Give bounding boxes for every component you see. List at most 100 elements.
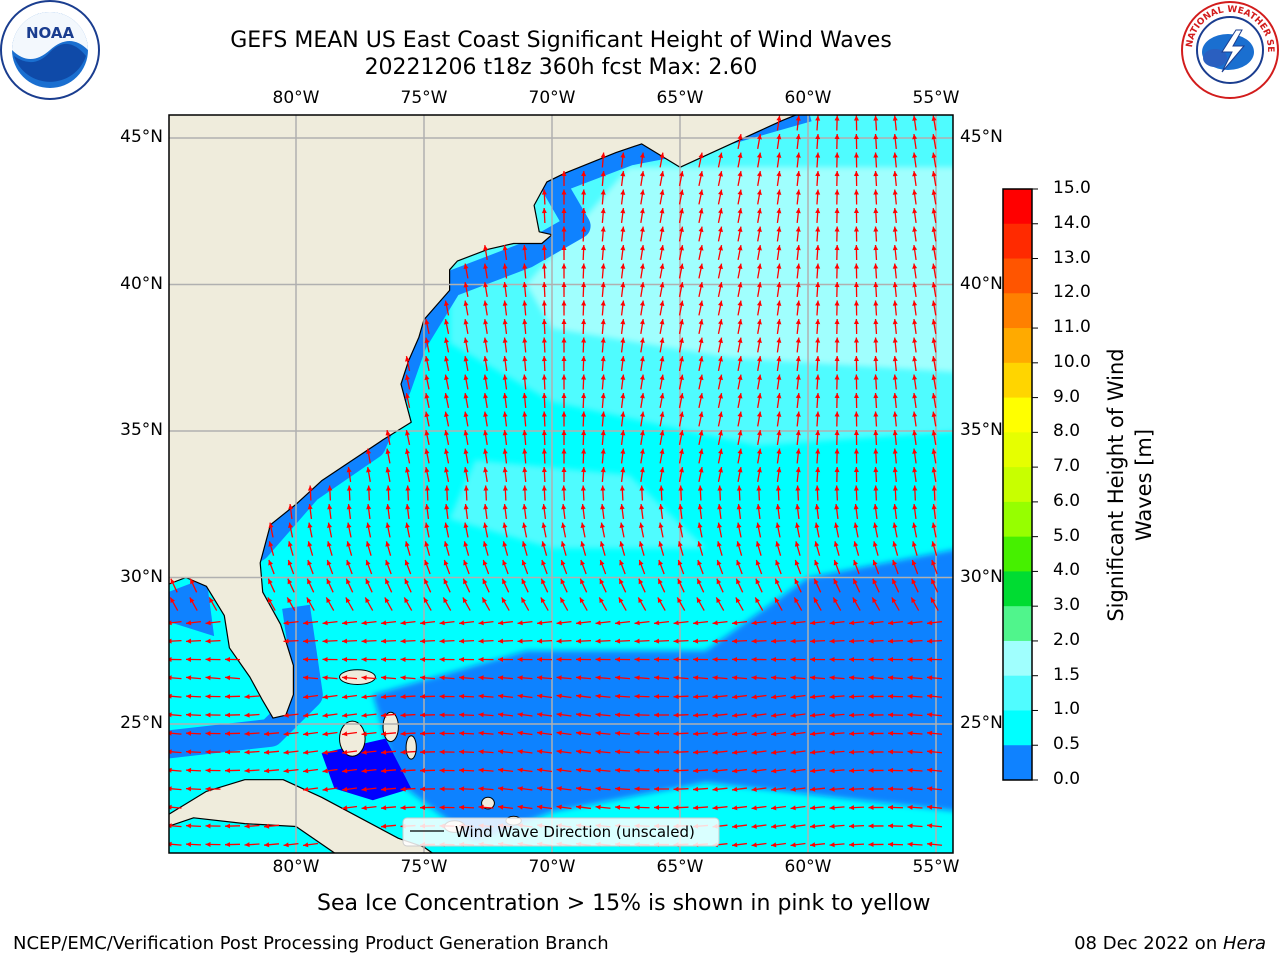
wave-arrow-head	[736, 541, 742, 547]
wave-arrow-head	[405, 504, 411, 510]
wave-arrow-head	[815, 226, 821, 232]
wave-arrow-head	[659, 430, 665, 436]
wave-arrow-head	[405, 356, 410, 362]
wave-arrow-head	[849, 656, 855, 662]
wave-arrow-head	[225, 694, 231, 700]
wave-arrow-head	[537, 638, 543, 644]
wave-arrow-head	[595, 693, 601, 699]
wave-arrow-head	[541, 522, 547, 529]
footer-date-text: 08 Dec 2022 on	[1074, 933, 1223, 954]
wave-arrow-head	[580, 578, 585, 585]
wave-arrow-head	[829, 842, 835, 848]
wave-arrow-head	[342, 731, 348, 737]
wave-arrow-head	[264, 823, 270, 829]
wave-arrow-head	[439, 675, 445, 681]
wave-arrow-head	[225, 749, 231, 755]
wave-arrow-head	[444, 522, 449, 529]
axis-tick-label: 80°W	[272, 857, 320, 877]
wave-arrow-head	[697, 504, 703, 510]
wave-arrow-head	[205, 675, 211, 681]
wave-arrow-head	[868, 768, 874, 774]
wave-arrow-head	[225, 823, 231, 829]
wave-arrow-head	[907, 786, 913, 792]
wave-arrow-head	[718, 448, 723, 455]
wave-arrow-head	[381, 731, 387, 737]
wave-arrow-head	[853, 226, 859, 232]
wave-arrow-head	[498, 693, 504, 699]
wave-arrow-head	[810, 805, 816, 811]
colorbar-swatch	[1003, 258, 1032, 294]
wave-arrow-head	[600, 504, 606, 510]
wave-arrow-head	[537, 767, 543, 773]
wave-arrow-head	[576, 638, 582, 644]
wave-arrow-head	[697, 559, 702, 566]
wave-arrow-head	[463, 559, 468, 566]
wave-arrow-head	[384, 597, 390, 604]
wave-arrow-head	[342, 694, 348, 700]
wave-arrow-head	[639, 263, 645, 269]
wave-arrow-head	[443, 541, 449, 547]
wave-arrow-head	[756, 152, 762, 158]
wave-arrow-head	[618, 597, 624, 604]
wave-arrow-head	[931, 282, 937, 288]
axis-tick-label: 65°W	[656, 88, 704, 108]
wave-arrow-head	[829, 712, 835, 718]
wave-arrow-head	[679, 356, 684, 362]
wave-arrow-head	[634, 767, 640, 773]
wave-arrow-head	[775, 485, 781, 491]
wave-arrow-head	[581, 319, 587, 325]
wave-arrow-head	[673, 768, 679, 774]
wave-arrow-head	[560, 559, 566, 566]
wave-arrow-head	[834, 152, 840, 158]
wave-arrow-head	[541, 578, 546, 585]
wave-arrow-head	[537, 693, 543, 699]
wave-arrow-head	[189, 597, 195, 604]
wave-arrow-head	[639, 337, 645, 343]
wave-arrow-head	[502, 300, 508, 306]
wave-arrow-head	[346, 541, 352, 547]
wave-arrow-head	[815, 411, 821, 417]
wave-arrow-head	[522, 411, 528, 417]
wave-arrow-head	[815, 467, 821, 473]
wave-arrow-head	[849, 805, 855, 811]
wave-arrow-head	[658, 559, 663, 566]
wave-arrow-head	[892, 411, 898, 417]
wave-arrow-head	[834, 245, 840, 251]
wave-arrow-head	[931, 374, 937, 380]
wave-arrow-head	[853, 208, 859, 214]
wave-arrow-head	[868, 731, 874, 737]
wave-arrow-head	[698, 226, 704, 233]
wave-arrow-head	[361, 620, 367, 626]
wave-arrow-head	[581, 430, 587, 436]
wave-arrow-head	[517, 730, 523, 736]
wave-arrow-head	[732, 712, 738, 718]
colorbar-swatch	[1003, 606, 1032, 642]
wave-arrow-head	[268, 522, 274, 529]
wave-arrow-head	[771, 786, 777, 792]
wave-arrow-head	[288, 522, 293, 529]
wave-arrow-head	[931, 263, 937, 269]
wave-arrow-head	[771, 712, 777, 718]
wave-arrow-head	[639, 189, 645, 195]
wave-arrow-head	[829, 656, 835, 662]
wave-arrow-head	[404, 541, 410, 547]
wave-arrow-head	[873, 393, 879, 399]
wave-arrow-head	[381, 786, 387, 792]
colorbar-swatch	[1003, 189, 1032, 225]
wave-arrow-head	[483, 245, 489, 251]
wave-arrow-head	[927, 638, 933, 644]
wave-arrow-head	[931, 319, 937, 325]
wave-arrow-head	[459, 712, 465, 718]
wave-arrow-head	[600, 189, 606, 195]
wave-arrow-head	[732, 620, 738, 626]
wave-arrow-head	[679, 337, 684, 344]
wave-arrow-head	[698, 374, 704, 381]
wave-arrow-head	[815, 134, 821, 140]
wave-arrow-head	[931, 152, 937, 158]
wave-arrow-head	[698, 282, 704, 288]
axis-tick-label: 40°N	[120, 273, 163, 294]
colorbar-swatch	[1003, 501, 1032, 538]
wave-arrow-head	[502, 430, 508, 436]
colorbar-tick-label: 5.0	[1053, 525, 1081, 546]
wave-arrow-head	[834, 300, 840, 306]
